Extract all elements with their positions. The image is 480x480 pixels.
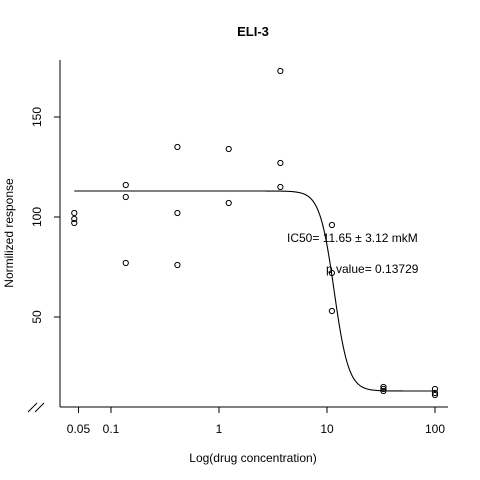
data-point — [431, 385, 439, 393]
data-point — [122, 193, 129, 201]
chart-title: ELI-3 — [237, 24, 269, 39]
y-tick-label: 100 — [30, 207, 44, 227]
data-point — [71, 209, 78, 217]
data-point — [225, 145, 232, 153]
x-tick-label: 0.05 — [67, 422, 91, 436]
data-point — [71, 219, 78, 227]
data-point — [174, 143, 181, 151]
data-point — [328, 269, 335, 277]
data-point — [225, 199, 232, 207]
axis-break-slash-2 — [34, 402, 45, 413]
data-point — [380, 383, 387, 391]
data-point — [174, 261, 181, 269]
y-tick-label: 50 — [30, 310, 44, 324]
y-axis-ticks: 50 100 150 — [30, 107, 60, 324]
x-tick-label: 0.1 — [103, 422, 120, 436]
data-point — [122, 259, 129, 267]
data-point — [71, 215, 78, 223]
x-axis-label: Log(drug concentration) — [189, 451, 316, 465]
data-point — [277, 183, 284, 191]
data-point — [122, 181, 129, 189]
y-axis-label: Normilized response — [2, 178, 16, 288]
x-tick-label: 100 — [425, 422, 445, 436]
axis-break-slash-1 — [27, 402, 38, 413]
data-point — [431, 391, 439, 399]
fitted-curve — [74, 190, 435, 392]
data-points — [71, 67, 439, 399]
p-value-annotation: p value= 0.13729 — [326, 262, 419, 276]
data-point — [174, 209, 181, 217]
axis-break-marker — [27, 402, 45, 413]
x-tick-label: 1 — [216, 422, 223, 436]
data-point — [328, 307, 335, 315]
data-point — [380, 385, 387, 393]
x-tick-label: 10 — [320, 422, 334, 436]
data-point — [380, 387, 387, 395]
data-point — [431, 389, 439, 397]
ic50-annotation: IC50= 11.65 ± 3.12 mkM — [287, 231, 418, 245]
x-axis-ticks: 0.05 0.1 1 10 100 — [67, 407, 445, 436]
y-tick-label: 150 — [30, 107, 44, 127]
data-point — [277, 67, 284, 75]
data-point — [277, 159, 284, 167]
data-point — [328, 221, 335, 229]
